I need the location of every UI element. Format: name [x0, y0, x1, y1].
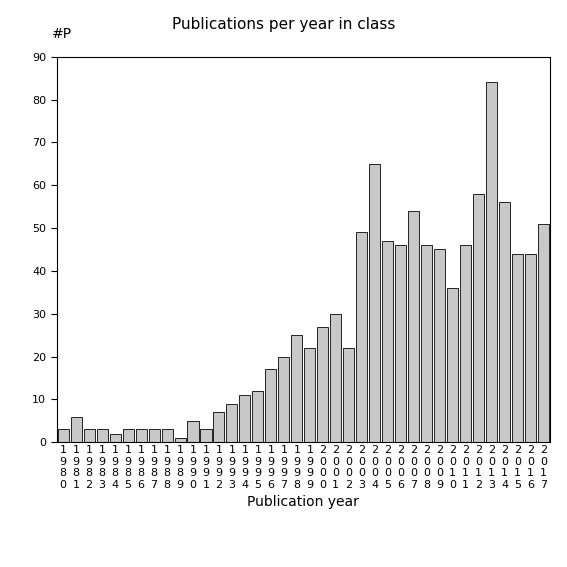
Bar [239, 395, 251, 442]
Bar [175, 438, 185, 442]
Bar [538, 224, 549, 442]
Bar [213, 412, 225, 442]
Bar [122, 429, 134, 442]
Bar [395, 245, 406, 442]
Bar [525, 254, 536, 442]
Bar [318, 327, 328, 442]
Bar [265, 370, 276, 442]
Bar [512, 254, 523, 442]
Bar [408, 211, 419, 442]
Bar [162, 429, 172, 442]
Bar [58, 429, 69, 442]
Bar [343, 348, 354, 442]
Bar [291, 335, 302, 442]
Bar [473, 194, 484, 442]
Bar [71, 417, 82, 442]
Bar [84, 429, 95, 442]
Bar [447, 288, 458, 442]
Bar [331, 314, 341, 442]
Bar [149, 429, 159, 442]
Text: #P: #P [52, 27, 72, 41]
Bar [460, 245, 471, 442]
Text: Publications per year in class: Publications per year in class [172, 17, 395, 32]
Bar [434, 249, 445, 442]
X-axis label: Publication year: Publication year [247, 496, 359, 509]
Bar [188, 421, 198, 442]
Bar [136, 429, 147, 442]
Bar [499, 202, 510, 442]
Bar [421, 245, 432, 442]
Bar [201, 429, 211, 442]
Bar [252, 391, 264, 442]
Bar [109, 434, 121, 442]
Bar [382, 241, 393, 442]
Bar [356, 232, 367, 442]
Bar [369, 164, 380, 442]
Bar [278, 357, 289, 442]
Bar [486, 82, 497, 442]
Bar [304, 348, 315, 442]
Bar [226, 404, 238, 442]
Bar [96, 429, 108, 442]
